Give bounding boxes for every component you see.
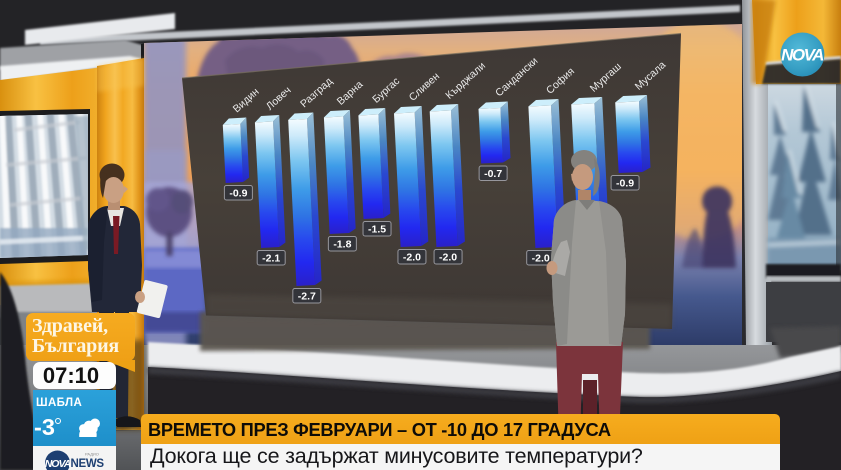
svg-text:NOVA: NOVA xyxy=(781,46,824,65)
svg-text:РАДИО: РАДИО xyxy=(85,452,99,457)
svg-text:-2.0: -2.0 xyxy=(439,252,457,264)
svg-text:-2.7: -2.7 xyxy=(298,291,316,303)
svg-text:NOVA: NOVA xyxy=(45,458,71,470)
svg-text:NEWS: NEWS xyxy=(71,458,105,470)
svg-text:-1.8: -1.8 xyxy=(333,239,351,251)
svg-text:-0.7: -0.7 xyxy=(484,168,502,180)
svg-text:-0.9: -0.9 xyxy=(616,178,634,190)
svg-text:-2.0: -2.0 xyxy=(532,253,550,265)
svg-text:-2.0: -2.0 xyxy=(403,252,421,264)
svg-text:-2.1: -2.1 xyxy=(262,253,280,265)
svg-text:-1.5: -1.5 xyxy=(368,224,386,236)
svg-text:-0.9: -0.9 xyxy=(229,188,247,200)
